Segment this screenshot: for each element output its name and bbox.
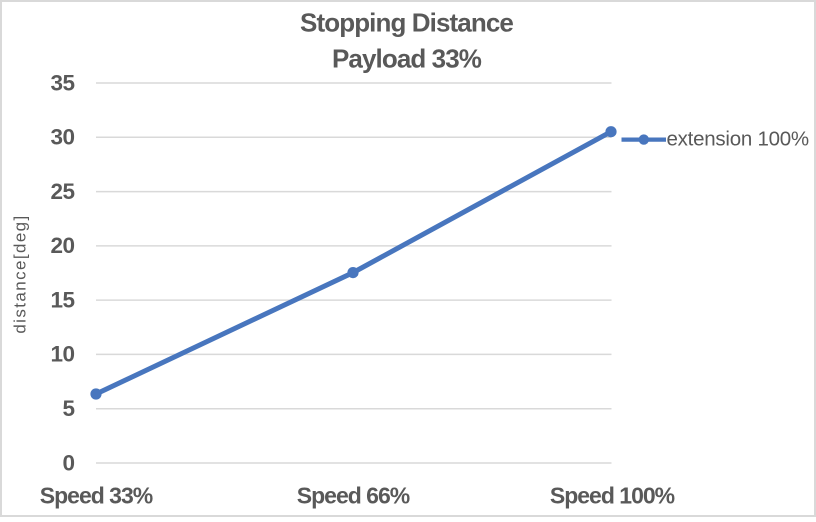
svg-text:Speed 33%: Speed 33% [40,483,153,509]
svg-text:20: 20 [50,233,74,258]
svg-text:35: 35 [50,70,74,95]
svg-text:0: 0 [62,450,74,475]
svg-text:30: 30 [50,125,74,150]
svg-text:extension 100%: extension 100% [667,128,809,151]
svg-text:15: 15 [50,288,74,313]
svg-text:Payload 33%: Payload 33% [332,44,482,74]
svg-text:distance[deg]: distance[deg] [11,214,30,333]
svg-text:Stopping Distance: Stopping Distance [300,8,513,38]
svg-text:5: 5 [62,396,74,421]
svg-text:25: 25 [50,179,74,204]
svg-text:Speed 100%: Speed 100% [550,483,675,509]
svg-text:Speed 66%: Speed 66% [297,483,410,509]
svg-text:10: 10 [50,342,74,367]
